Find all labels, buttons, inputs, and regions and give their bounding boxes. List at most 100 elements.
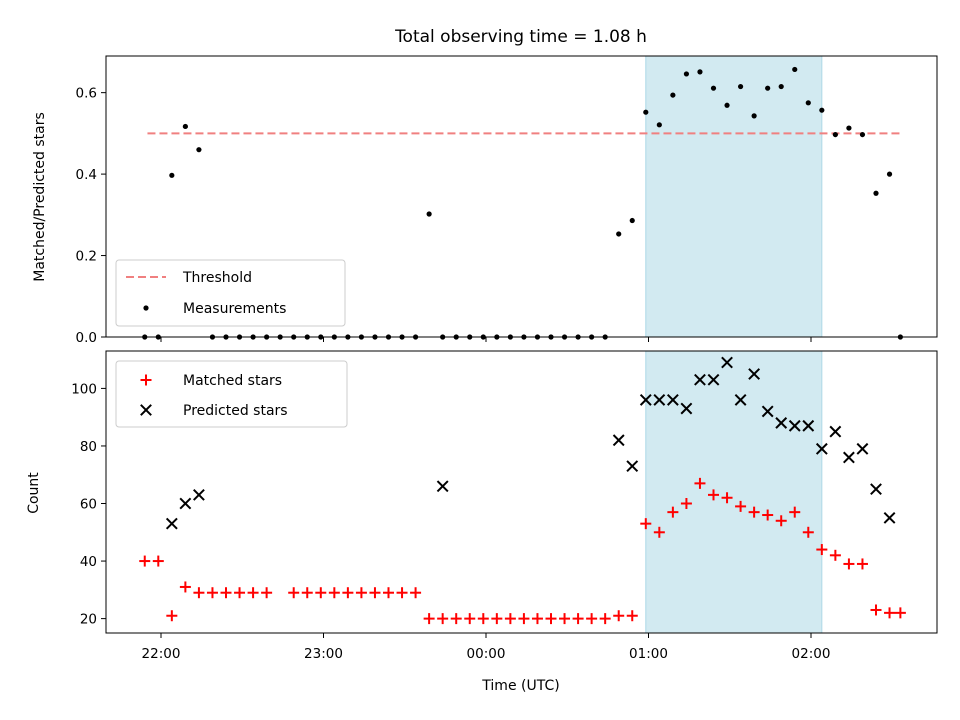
measurement-point bbox=[697, 69, 703, 75]
matched-point bbox=[261, 587, 273, 599]
measurement-point bbox=[629, 217, 635, 224]
measurement-point bbox=[169, 172, 175, 178]
matched-point bbox=[396, 587, 408, 599]
measurement-point bbox=[873, 190, 879, 196]
matched-point bbox=[369, 587, 381, 599]
bottom-y-ticks: 20 40 60 80 100 bbox=[71, 381, 106, 628]
measurement-point bbox=[683, 71, 690, 77]
bottom-x-tick-label: 23:00 bbox=[304, 646, 343, 662]
matched-point bbox=[491, 613, 503, 625]
top-legend-box bbox=[115, 259, 346, 327]
matched-point bbox=[220, 587, 232, 599]
measurement-point bbox=[805, 100, 811, 106]
matched-point bbox=[477, 613, 489, 625]
matched-point bbox=[193, 587, 205, 599]
predicted-point bbox=[639, 394, 652, 406]
measurement-point bbox=[765, 85, 771, 91]
matched-point bbox=[829, 549, 841, 561]
matched-point bbox=[423, 613, 435, 625]
matched-point bbox=[599, 613, 611, 625]
matched-point bbox=[139, 555, 151, 567]
predicted-point bbox=[843, 451, 855, 464]
matched-point bbox=[355, 587, 367, 599]
x-axis-label: Time (UTC) bbox=[481, 678, 559, 694]
predicted-point bbox=[802, 419, 815, 432]
measurement-point bbox=[724, 102, 730, 108]
matched-point bbox=[708, 489, 719, 501]
matched-point bbox=[437, 613, 449, 625]
bottom-y-tick-label: 40 bbox=[80, 554, 97, 570]
predicted-point bbox=[680, 402, 693, 415]
measurement-point bbox=[778, 83, 784, 90]
matched-point bbox=[762, 509, 774, 521]
measurement-point bbox=[670, 92, 676, 98]
bottom-y-tick-label: 60 bbox=[80, 497, 97, 513]
measurement-point bbox=[643, 109, 649, 115]
bottom-highlight-span bbox=[645, 350, 823, 634]
predicted-point bbox=[193, 488, 205, 501]
matched-point bbox=[464, 613, 476, 625]
matched-point bbox=[288, 587, 300, 599]
predicted-point bbox=[856, 442, 869, 455]
matched-point bbox=[531, 613, 543, 625]
predicted-stars-points bbox=[165, 356, 896, 530]
bottom-x-ticks: 22:00 23:00 00:00 01:00 02:00 bbox=[142, 633, 831, 662]
legend-measurements-swatch bbox=[143, 305, 149, 311]
matched-point bbox=[328, 587, 340, 599]
bottom-y-tick-label: 80 bbox=[80, 439, 97, 455]
matched-point bbox=[680, 498, 692, 510]
matched-point bbox=[206, 587, 218, 599]
top-axes-frame bbox=[105, 55, 938, 338]
matched-point bbox=[748, 506, 760, 518]
matched-point bbox=[179, 581, 191, 593]
top-highlight-span bbox=[645, 55, 823, 338]
predicted-point bbox=[748, 368, 761, 380]
matched-stars-points bbox=[139, 477, 906, 625]
bottom-panel: 20 40 60 80 100 22:00 23:00 00:00 01:00 02:00 Co… bbox=[26, 350, 938, 694]
matched-point bbox=[504, 613, 516, 625]
matched-point bbox=[894, 607, 906, 619]
measurement-point bbox=[832, 131, 838, 138]
matched-point bbox=[640, 518, 652, 530]
predicted-point bbox=[612, 434, 625, 447]
predicted-point bbox=[829, 425, 842, 438]
top-panel: 0.0 0.2 0.4 0.6 Matched/Predicted stars Thr… bbox=[32, 55, 938, 346]
bottom-legend: Matched stars Predicted stars bbox=[115, 360, 348, 428]
chart-title: Total observing time = 1.08 h bbox=[394, 27, 647, 47]
predicted-point bbox=[165, 517, 178, 530]
measurement-point bbox=[710, 85, 717, 91]
matched-point bbox=[450, 613, 462, 625]
bottom-x-tick-label: 01:00 bbox=[629, 646, 668, 662]
predicted-point bbox=[815, 442, 828, 455]
predicted-point bbox=[883, 511, 896, 524]
matched-point bbox=[856, 558, 868, 570]
measurement-point bbox=[426, 211, 432, 217]
matched-point bbox=[410, 587, 422, 599]
predicted-point bbox=[436, 480, 449, 493]
predicted-point bbox=[721, 356, 733, 369]
measurement-point bbox=[196, 147, 202, 153]
measurement-point bbox=[182, 123, 188, 130]
matched-point bbox=[234, 587, 246, 599]
measurement-point bbox=[616, 231, 622, 237]
predicted-point bbox=[761, 405, 774, 418]
bottom-x-tick-label: 00:00 bbox=[467, 646, 506, 662]
matched-point bbox=[653, 526, 665, 538]
legend-cross-marker bbox=[140, 404, 152, 416]
bottom-y-axis-label: Count bbox=[26, 472, 42, 514]
predicted-point bbox=[653, 394, 666, 406]
legend-plus-marker bbox=[140, 374, 152, 386]
predicted-point bbox=[788, 419, 801, 432]
matched-point bbox=[735, 500, 747, 512]
matched-point bbox=[315, 587, 327, 599]
bottom-x-tick-label: 02:00 bbox=[792, 646, 831, 662]
legend-matched-label: Matched stars bbox=[183, 373, 282, 389]
matched-point bbox=[789, 506, 801, 518]
predicted-point bbox=[626, 460, 639, 473]
bottom-y-tick-label: 100 bbox=[71, 381, 97, 397]
legend-threshold-label: Threshold bbox=[182, 270, 252, 286]
predicted-point bbox=[734, 394, 747, 406]
matched-point bbox=[626, 610, 638, 622]
top-y-axis-label: Matched/Predicted stars bbox=[32, 112, 48, 282]
predicted-point bbox=[666, 394, 679, 406]
